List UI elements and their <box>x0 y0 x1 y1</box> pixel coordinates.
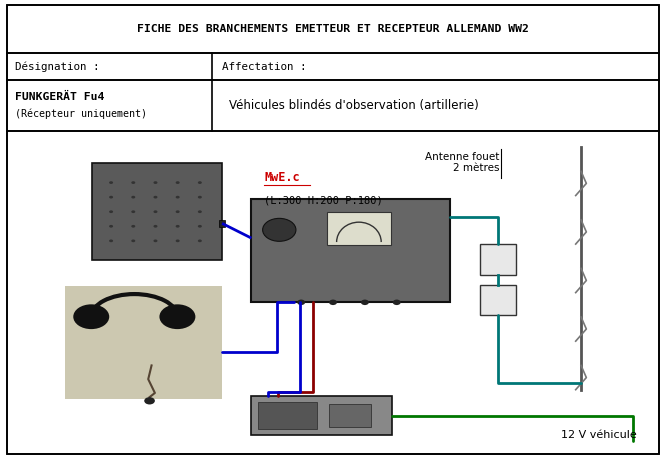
Circle shape <box>198 196 202 199</box>
Text: (L:300 H:200 P:180): (L:300 H:200 P:180) <box>264 196 383 206</box>
Circle shape <box>153 210 157 213</box>
Circle shape <box>131 196 135 199</box>
Bar <box>7 80 659 131</box>
Bar <box>480 244 515 275</box>
Bar <box>252 199 450 302</box>
Bar <box>7 5 659 53</box>
Circle shape <box>198 240 202 242</box>
Text: Affectation :: Affectation : <box>222 62 307 72</box>
Text: Véhicules blindés d'observation (artillerie): Véhicules blindés d'observation (artille… <box>229 99 479 112</box>
Text: Antenne fouet
2 mètres: Antenne fouet 2 mètres <box>425 152 500 174</box>
Text: FUNKGERÄT Fu4: FUNKGERÄT Fu4 <box>15 92 104 102</box>
Text: (Récepteur uniquement): (Récepteur uniquement) <box>15 109 147 119</box>
Circle shape <box>131 225 135 228</box>
Bar <box>218 220 225 227</box>
Circle shape <box>153 225 157 228</box>
Text: MwE.c: MwE.c <box>264 171 300 184</box>
Circle shape <box>109 225 113 228</box>
Text: 12 V véhicule: 12 V véhicule <box>561 430 637 440</box>
Circle shape <box>109 196 113 199</box>
Circle shape <box>73 304 109 329</box>
Circle shape <box>262 218 296 241</box>
Bar <box>91 163 222 260</box>
Circle shape <box>176 181 180 184</box>
Bar <box>7 131 659 454</box>
Circle shape <box>329 300 337 305</box>
Text: FICHE DES BRANCHEMENTS EMETTEUR ET RECEPTEUR ALLEMAND WW2: FICHE DES BRANCHEMENTS EMETTEUR ET RECEP… <box>137 24 529 34</box>
Bar <box>258 402 318 429</box>
Circle shape <box>176 196 180 199</box>
Circle shape <box>393 300 401 305</box>
Circle shape <box>159 304 195 329</box>
Circle shape <box>176 225 180 228</box>
Circle shape <box>131 240 135 242</box>
Bar <box>65 286 222 399</box>
Circle shape <box>109 240 113 242</box>
Circle shape <box>153 181 157 184</box>
Circle shape <box>109 210 113 213</box>
Circle shape <box>109 181 113 184</box>
Circle shape <box>198 225 202 228</box>
Bar <box>7 53 659 80</box>
Circle shape <box>297 300 305 305</box>
Circle shape <box>361 300 369 305</box>
Bar <box>328 404 371 427</box>
Circle shape <box>153 240 157 242</box>
Circle shape <box>198 210 202 213</box>
Bar <box>252 396 392 435</box>
Circle shape <box>145 397 155 404</box>
Circle shape <box>176 210 180 213</box>
Text: Désignation :: Désignation : <box>15 62 99 72</box>
Circle shape <box>153 196 157 199</box>
Circle shape <box>131 181 135 184</box>
Circle shape <box>176 240 180 242</box>
Bar <box>327 212 391 246</box>
Circle shape <box>198 181 202 184</box>
Circle shape <box>131 210 135 213</box>
Bar <box>480 285 515 315</box>
